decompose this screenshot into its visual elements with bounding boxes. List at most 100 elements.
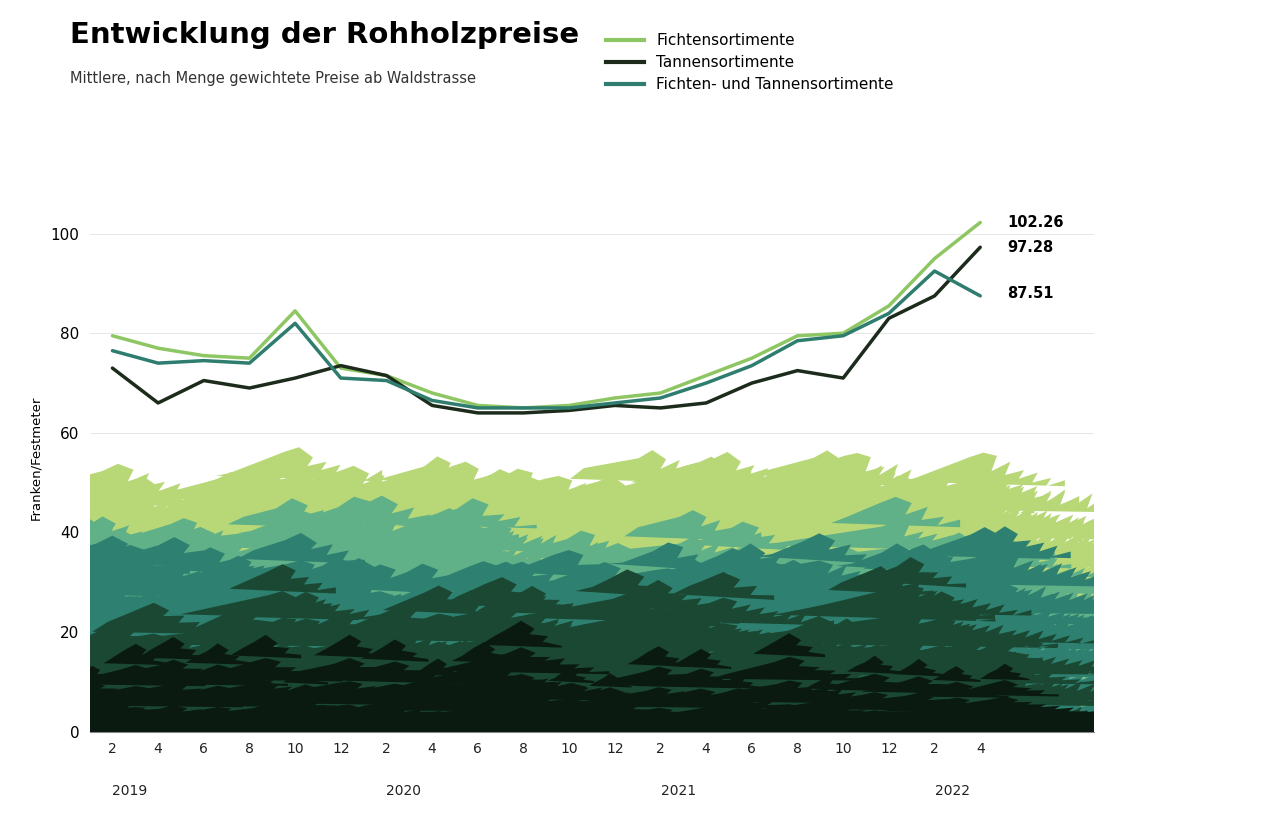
Polygon shape [0, 694, 1280, 732]
Polygon shape [120, 694, 1280, 731]
Polygon shape [0, 646, 637, 679]
Polygon shape [165, 585, 1280, 624]
Polygon shape [0, 620, 808, 655]
Polygon shape [463, 638, 852, 670]
Polygon shape [261, 585, 1280, 623]
Polygon shape [0, 595, 780, 630]
Polygon shape [0, 670, 1280, 706]
Polygon shape [0, 649, 508, 678]
Polygon shape [132, 591, 1043, 625]
Polygon shape [0, 643, 630, 675]
Polygon shape [351, 494, 685, 528]
Polygon shape [0, 643, 1251, 678]
Polygon shape [182, 573, 763, 605]
Polygon shape [143, 670, 869, 701]
Polygon shape [476, 621, 1024, 652]
Polygon shape [0, 669, 996, 704]
Polygon shape [317, 474, 485, 507]
Polygon shape [145, 674, 900, 703]
Polygon shape [0, 644, 931, 677]
Polygon shape [352, 616, 1280, 651]
Polygon shape [0, 644, 841, 680]
Polygon shape [0, 616, 534, 649]
Polygon shape [260, 519, 776, 553]
Polygon shape [0, 569, 625, 603]
Polygon shape [0, 671, 1021, 706]
Polygon shape [790, 585, 1032, 615]
Polygon shape [591, 666, 727, 687]
Polygon shape [0, 673, 707, 703]
Polygon shape [6, 649, 233, 675]
Polygon shape [782, 692, 968, 711]
Polygon shape [129, 667, 1280, 701]
Polygon shape [980, 664, 1029, 681]
Polygon shape [753, 634, 826, 657]
Polygon shape [0, 649, 530, 678]
Polygon shape [0, 645, 840, 680]
Polygon shape [524, 675, 1194, 704]
Polygon shape [0, 668, 988, 703]
Polygon shape [637, 609, 964, 640]
Polygon shape [401, 670, 1280, 703]
Polygon shape [119, 661, 312, 684]
Polygon shape [0, 569, 404, 601]
Polygon shape [0, 613, 851, 647]
Polygon shape [462, 667, 1139, 699]
Polygon shape [175, 469, 329, 501]
Polygon shape [340, 604, 462, 635]
Polygon shape [92, 669, 1070, 702]
Polygon shape [36, 594, 486, 624]
Polygon shape [1, 573, 582, 605]
Polygon shape [456, 584, 1280, 621]
Polygon shape [454, 621, 800, 650]
Polygon shape [513, 699, 1280, 729]
Polygon shape [767, 572, 900, 599]
Polygon shape [0, 700, 506, 729]
Polygon shape [643, 645, 1120, 675]
Polygon shape [241, 521, 524, 553]
Polygon shape [0, 696, 1280, 732]
Polygon shape [58, 682, 289, 706]
Polygon shape [362, 599, 648, 626]
Polygon shape [0, 697, 620, 730]
Polygon shape [108, 650, 699, 678]
Polygon shape [215, 698, 850, 728]
Polygon shape [0, 588, 709, 624]
Polygon shape [337, 706, 632, 728]
Polygon shape [287, 637, 795, 669]
Polygon shape [251, 697, 1138, 729]
Polygon shape [134, 645, 1280, 680]
Polygon shape [40, 681, 145, 697]
Polygon shape [406, 571, 1277, 605]
Polygon shape [0, 695, 1280, 732]
Polygon shape [513, 586, 1074, 619]
Polygon shape [466, 668, 1280, 701]
Polygon shape [800, 514, 959, 544]
Polygon shape [0, 670, 1025, 704]
Polygon shape [0, 621, 870, 655]
Polygon shape [0, 543, 247, 573]
Polygon shape [0, 614, 1085, 652]
Polygon shape [484, 673, 1280, 704]
Polygon shape [0, 619, 631, 652]
Polygon shape [911, 473, 1079, 507]
Polygon shape [111, 537, 237, 568]
Polygon shape [186, 643, 250, 665]
Polygon shape [0, 590, 520, 624]
Polygon shape [863, 544, 983, 573]
Polygon shape [360, 705, 769, 728]
Polygon shape [197, 597, 896, 629]
Polygon shape [671, 649, 731, 669]
Polygon shape [553, 516, 1076, 551]
Polygon shape [0, 642, 901, 677]
Polygon shape [0, 639, 1076, 675]
Polygon shape [36, 517, 169, 547]
Polygon shape [678, 646, 1239, 676]
Polygon shape [317, 559, 1064, 595]
Polygon shape [0, 670, 545, 703]
Polygon shape [861, 676, 977, 694]
Polygon shape [0, 700, 685, 729]
Polygon shape [461, 640, 1117, 672]
Polygon shape [0, 699, 1280, 731]
Polygon shape [0, 645, 544, 679]
